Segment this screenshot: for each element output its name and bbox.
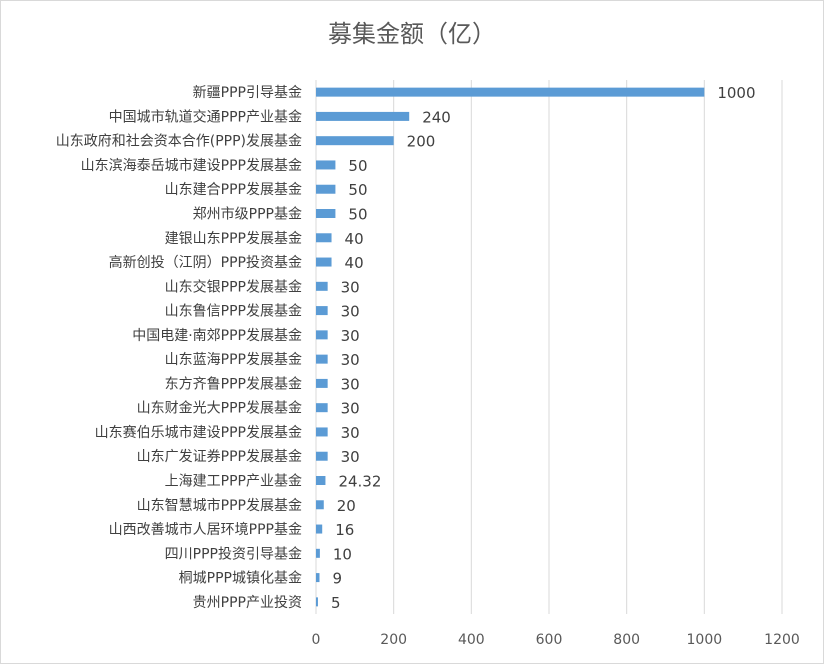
category-label: 建银山东PPP发展基金 [165,230,302,247]
category-label: 山东财金光大PPP发展基金 [137,400,302,417]
x-tick-label: 400 [458,632,485,648]
gridlines [315,80,783,614]
bar [316,330,328,340]
bar [316,306,328,316]
bar [316,281,328,291]
data-label: 30 [341,375,360,393]
category-label: 山东智慧城市PPP发展基金 [137,497,302,514]
x-tick-label: 600 [536,632,563,648]
category-label: 山东滨海泰岳城市建设PPP发展基金 [81,157,302,174]
bar [316,209,336,218]
category-label: 山东鲁信PPP发展基金 [165,303,302,320]
data-labels: 1000 240 200 50 50 50 40 40 30 30 30 30 30 30 30 30 24.3… [331,84,756,612]
bar [316,184,336,194]
data-label: 5 [331,594,341,612]
data-label: 30 [341,303,360,321]
bar [316,87,705,97]
bar [316,257,332,267]
data-label: 30 [341,424,360,442]
category-label: 山东建合PPP发展基金 [165,181,302,198]
bar [316,573,320,583]
data-label: 200 [407,133,436,151]
bar [316,548,320,558]
category-labels: 新疆PPP引导基金中国城市轨道交通PPP产业基金山东政府和社会资本合作(PPP)… [56,84,302,611]
x-tick-label: 0 [312,632,321,648]
data-label: 50 [348,206,367,224]
bar [316,136,394,146]
data-label: 30 [341,351,360,369]
bar [316,160,336,170]
x-tick-label: 1000 [687,632,723,648]
bar [316,403,328,413]
category-label: 中国城市轨道交通PPP产业基金 [109,108,302,125]
chart-title: 募集金额（亿） [328,20,496,48]
category-label: 贵州PPP产业投资 [193,595,302,611]
data-label: 20 [337,497,356,515]
bars [316,87,705,607]
data-label: 30 [341,400,360,418]
category-label: 东方齐鲁PPP发展基金 [165,375,302,392]
x-tick-labels: 0 200 400 600 800 1000 1200 [312,632,800,648]
category-label: 新疆PPP引导基金 [193,84,302,101]
data-label: 24.32 [338,473,381,491]
bar [316,500,324,510]
bar [316,233,332,243]
bar [316,354,328,364]
x-tick-label: 800 [613,632,640,648]
bar [316,378,328,388]
category-label: 山东交银PPP发展基金 [165,278,302,295]
bar [316,476,326,485]
data-label: 50 [348,157,367,175]
category-label: 桐城PPP城镇化基金 [179,570,302,587]
data-label: 1000 [717,84,755,102]
category-label: 山东政府和社会资本合作(PPP)发展基金 [56,133,302,150]
x-tick-label: 200 [380,632,407,648]
data-label: 16 [335,521,354,539]
data-label: 30 [341,448,360,466]
data-label: 10 [333,545,352,563]
category-label: 山东广发证券PPP发展基金 [137,448,302,465]
data-label: 30 [341,278,360,296]
category-label: 四川PPP投资引导基金 [165,545,302,562]
data-label: 30 [341,327,360,345]
bar [316,524,323,534]
x-tick-label: 1200 [764,632,800,648]
bar [316,451,328,461]
category-label: 山东赛伯乐城市建设PPP发展基金 [95,424,302,441]
category-label: 中国电建·南郊PPP发展基金 [132,327,302,344]
data-label: 40 [345,254,364,272]
bar [316,427,328,437]
category-label: 上海建工PPP产业基金 [165,473,302,490]
bar [316,111,410,121]
category-label: 山东蓝海PPP发展基金 [165,351,302,368]
bar [316,597,318,607]
category-label: 高新创投（江阴）PPP投资基金 [109,254,302,271]
category-label: 山西改善城市人居环境PPP基金 [109,521,302,538]
data-label: 240 [422,108,451,126]
data-label: 9 [332,570,342,588]
category-label: 郑州市级PPP基金 [193,206,302,223]
data-label: 40 [345,230,364,248]
data-label: 50 [348,181,367,199]
